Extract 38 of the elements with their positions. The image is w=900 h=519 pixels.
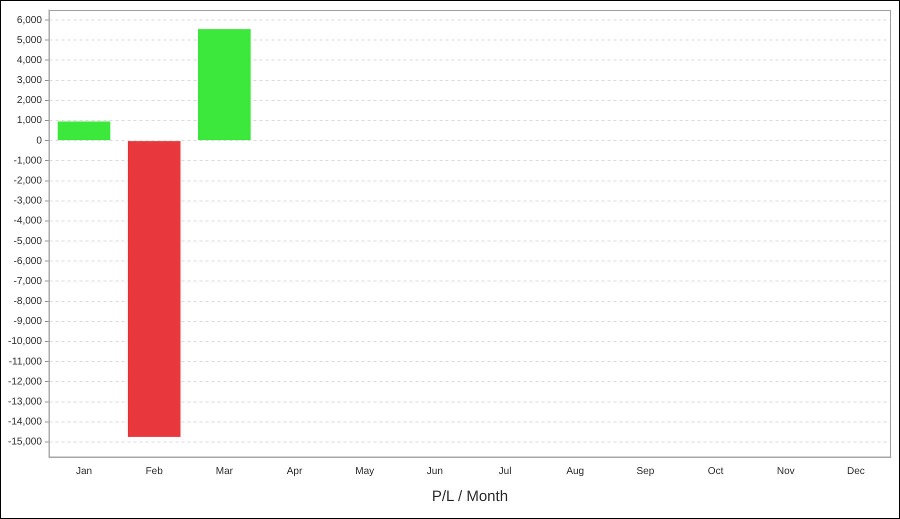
y-tick-label: -6,000 — [14, 256, 42, 267]
x-tick-label: Dec — [847, 466, 865, 477]
x-tick-label: Nov — [776, 466, 795, 477]
y-tick-label: -10,000 — [8, 336, 42, 348]
y-tick-label: -12,000 — [8, 376, 42, 388]
x-axis-title: P/L / Month — [432, 488, 508, 506]
y-tick-label: 0 — [36, 135, 42, 146]
x-tick-label: Mar — [216, 466, 234, 477]
bar — [128, 141, 180, 437]
y-tick-label: -4,000 — [14, 216, 42, 227]
y-tick-label: -1,000 — [14, 155, 42, 166]
y-tick-label: -3,000 — [14, 196, 42, 207]
y-tick-label: 3,000 — [16, 75, 42, 86]
y-tick-label: 1,000 — [16, 115, 42, 126]
y-tick-label: -2,000 — [14, 176, 42, 187]
x-tick-label: Jul — [498, 466, 512, 477]
y-tick-label: 5,000 — [16, 34, 42, 46]
bar — [58, 122, 110, 140]
y-tick-label: -5,000 — [14, 236, 42, 247]
y-tick-label: -13,000 — [8, 396, 42, 408]
bar — [198, 29, 251, 140]
y-tick-label: 2,000 — [16, 95, 42, 106]
y-tick-label: -14,000 — [8, 416, 42, 428]
x-tick-label: Apr — [286, 466, 303, 477]
x-tick-label: Jun — [426, 466, 443, 477]
x-tick-label: Aug — [566, 466, 584, 477]
x-tick-label: Jan — [76, 466, 92, 477]
x-tick-label: Feb — [146, 466, 164, 477]
x-tick-label: Oct — [708, 466, 724, 477]
y-tick-label: -15,000 — [8, 436, 42, 448]
y-tick-label: -7,000 — [14, 276, 42, 287]
y-tick-label: 6,000 — [16, 14, 42, 26]
y-tick-label: 4,000 — [16, 54, 42, 66]
y-tick-label: -8,000 — [14, 296, 42, 308]
x-tick-label: Sep — [636, 466, 655, 477]
x-tick-label: May — [355, 466, 374, 477]
y-tick-label: -9,000 — [14, 316, 42, 328]
y-tick-label: -11,000 — [8, 356, 42, 368]
